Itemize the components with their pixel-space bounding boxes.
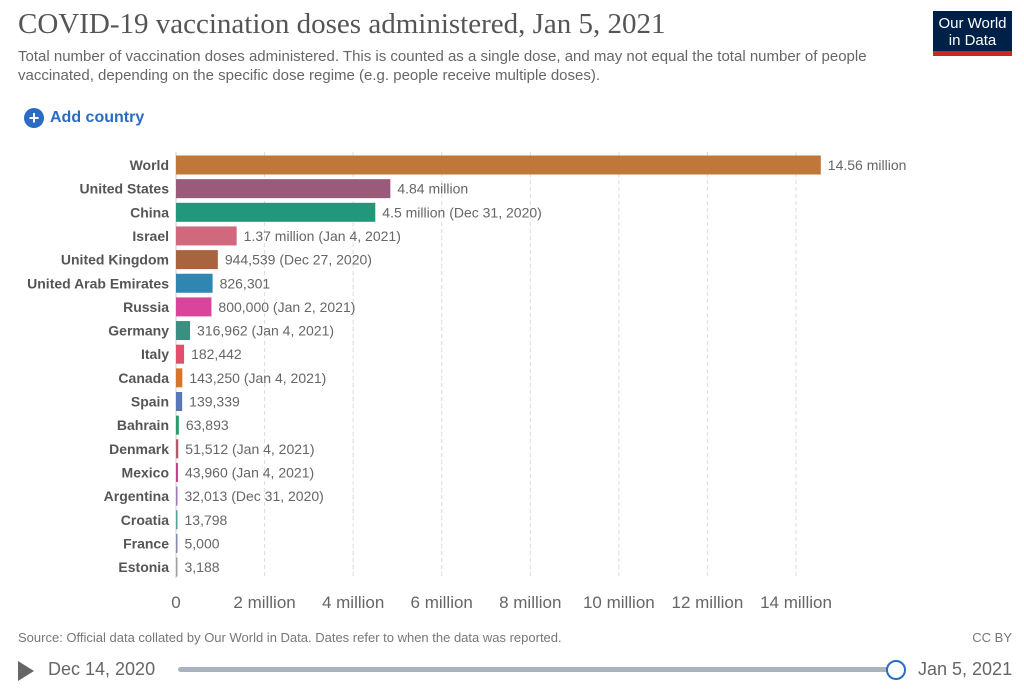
x-tick-label: 2 million: [233, 593, 295, 612]
bar-united-kingdom: [176, 250, 218, 270]
value-label: 4.5 million (Dec 31, 2020): [382, 204, 542, 220]
category-label: United States: [80, 181, 170, 197]
value-label: 14.56 million: [828, 157, 907, 173]
category-label: Russia: [123, 299, 169, 315]
bar-italy: [176, 344, 185, 364]
value-label: 826,301: [220, 275, 271, 291]
bar-spain: [176, 392, 183, 411]
x-tick-label: 14 million: [760, 593, 832, 612]
category-label: China: [130, 204, 169, 220]
category-label: Bahrain: [117, 417, 169, 433]
x-tick-label: 6 million: [411, 593, 473, 612]
bar-united-arab-emirates: [176, 273, 213, 293]
value-label: 5,000: [185, 535, 220, 551]
category-label: Italy: [141, 346, 169, 362]
category-label: Spain: [131, 394, 169, 410]
add-country-button[interactable]: + Add country: [24, 108, 144, 128]
bar-russia: [176, 297, 212, 317]
timeline-handle[interactable]: [886, 660, 906, 680]
timeline-track[interactable]: [178, 667, 896, 672]
category-label: France: [123, 535, 169, 551]
x-tick-label: 4 million: [322, 593, 384, 612]
bar-estonia: [176, 557, 178, 577]
bar-france: [176, 533, 178, 553]
bar-argentina: [176, 486, 178, 506]
value-label: 182,442: [191, 346, 242, 362]
bar-china: [176, 202, 376, 222]
value-label: 800,000 (Jan 2, 2021): [218, 299, 355, 315]
value-label: 43,960 (Jan 4, 2021): [185, 464, 314, 480]
value-label: 1.37 million (Jan 4, 2021): [244, 228, 401, 244]
bar-chart: 0 2 million 4 million 6 million 8 million 10 …: [27, 152, 907, 612]
x-tick-label: 12 million: [672, 593, 744, 612]
license-link[interactable]: CC BY: [972, 630, 1012, 645]
value-label: 13,798: [185, 512, 228, 528]
chart-title: COVID-19 vaccination doses administered,…: [18, 8, 666, 40]
bar-mexico: [176, 462, 178, 482]
x-tick-label: 10 million: [583, 593, 655, 612]
add-country-label: Add country: [50, 109, 145, 126]
timeline-start-date: Dec 14, 2020: [48, 659, 156, 679]
value-label: 316,962 (Jan 4, 2021): [197, 323, 334, 339]
bar-bahrain: [176, 415, 179, 435]
category-label: United Kingdom: [61, 252, 169, 268]
chart-subtitle: Total number of vaccination doses admini…: [18, 48, 867, 84]
owid-logo[interactable]: Our World in Data: [933, 11, 1012, 56]
value-label: 4.84 million: [397, 181, 468, 197]
category-label: Mexico: [122, 464, 169, 480]
play-icon[interactable]: [18, 661, 34, 681]
bar-israel: [176, 226, 237, 246]
category-label: Croatia: [121, 512, 169, 528]
bar-denmark: [176, 439, 179, 459]
category-label: Estonia: [118, 559, 169, 575]
category-label: Israel: [132, 228, 169, 244]
source-note: Source: Official data collated by Our Wo…: [18, 630, 562, 645]
bar-canada: [176, 368, 183, 388]
timeline: Dec 14, 2020 Jan 5, 2021: [0, 656, 1024, 684]
category-label: Germany: [108, 323, 169, 339]
value-label: 3,188: [185, 559, 220, 575]
category-label: Denmark: [109, 441, 169, 457]
value-label: 143,250 (Jan 4, 2021): [189, 370, 326, 386]
bar-germany: [176, 321, 191, 341]
value-label: 139,339: [189, 394, 240, 410]
bar-croatia: [176, 510, 178, 530]
value-label: 51,512 (Jan 4, 2021): [185, 441, 314, 457]
category-label: World: [130, 157, 169, 173]
plus-icon: +: [24, 108, 44, 128]
category-label: Canada: [118, 370, 169, 386]
value-label: 32,013 (Dec 31, 2020): [185, 488, 324, 504]
x-tick-label: 8 million: [499, 593, 561, 612]
x-tick-label: 0: [171, 593, 180, 612]
timeline-end-date: Jan 5, 2021: [918, 659, 1013, 679]
category-label: United Arab Emirates: [27, 275, 169, 291]
value-label: 63,893: [186, 417, 229, 433]
value-label: 944,539 (Dec 27, 2020): [225, 252, 372, 268]
bar-world: [176, 155, 821, 175]
bar-united-states: [176, 179, 391, 199]
category-label: Argentina: [104, 488, 170, 504]
